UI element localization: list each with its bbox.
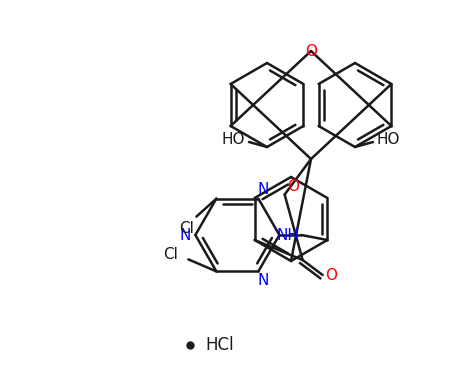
Text: HCl: HCl xyxy=(205,336,234,354)
Text: Cl: Cl xyxy=(163,247,178,262)
Text: N: N xyxy=(179,228,191,242)
Text: O: O xyxy=(305,44,317,58)
Text: N: N xyxy=(258,182,269,198)
Text: O: O xyxy=(325,268,337,282)
Text: HO: HO xyxy=(221,131,245,147)
Text: NH: NH xyxy=(276,228,300,242)
Text: O: O xyxy=(287,179,299,194)
Text: N: N xyxy=(258,273,269,287)
Text: Cl: Cl xyxy=(179,221,194,236)
Text: HO: HO xyxy=(377,131,400,147)
